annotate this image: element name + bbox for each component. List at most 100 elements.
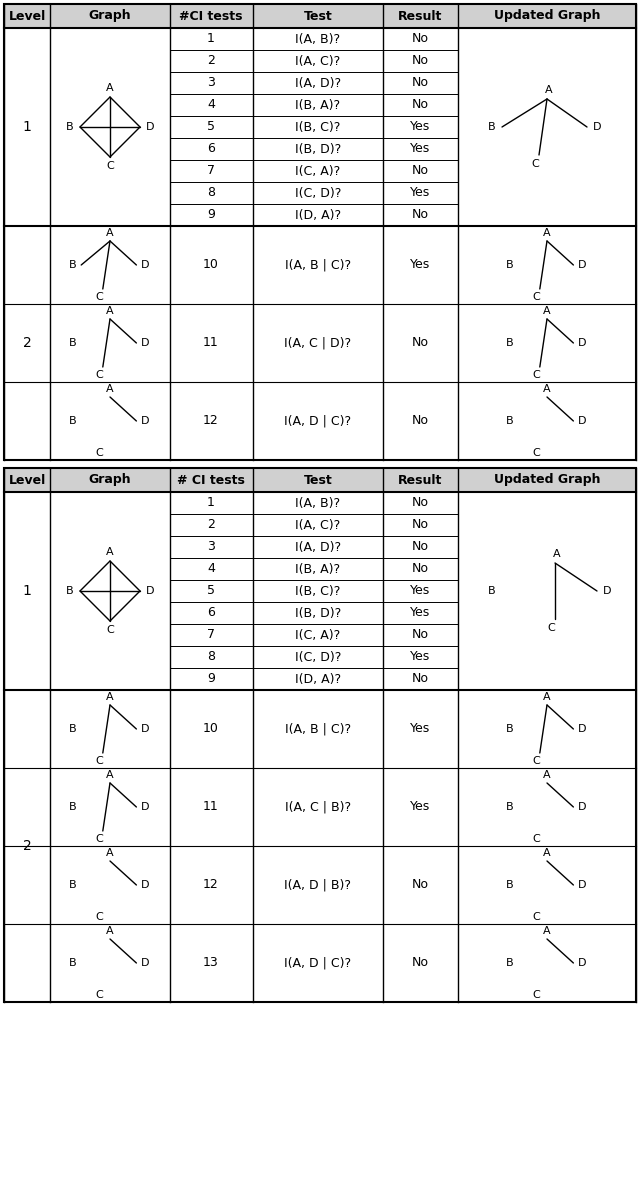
Text: A: A <box>106 228 114 238</box>
Text: 5: 5 <box>207 120 215 133</box>
Text: 3: 3 <box>207 541 215 554</box>
Text: I(A, D | C)?: I(A, D | C)? <box>284 956 351 969</box>
Text: 1: 1 <box>22 584 31 598</box>
Text: 4: 4 <box>207 99 215 112</box>
Text: A: A <box>106 692 114 702</box>
Text: I(A, B)?: I(A, B)? <box>296 32 340 45</box>
Text: 10: 10 <box>203 258 219 271</box>
Text: C: C <box>95 370 102 380</box>
Text: No: No <box>412 208 429 221</box>
Text: I(A, D)?: I(A, D)? <box>295 541 341 554</box>
Text: Test: Test <box>303 10 332 23</box>
Text: No: No <box>412 497 429 510</box>
Text: 7: 7 <box>207 164 215 177</box>
Bar <box>4 4 636 460</box>
Bar <box>4 4 636 29</box>
Text: I(B, D)?: I(B, D)? <box>295 606 341 619</box>
Text: Test: Test <box>303 473 332 486</box>
Text: # CI tests: # CI tests <box>177 473 245 486</box>
Text: 1: 1 <box>207 32 215 45</box>
Text: D: D <box>578 260 587 270</box>
Text: I(A, B)?: I(A, B)? <box>296 497 340 510</box>
Text: Yes: Yes <box>410 606 430 619</box>
Text: No: No <box>412 336 429 350</box>
Text: 11: 11 <box>203 336 219 350</box>
Text: D: D <box>146 586 154 596</box>
Text: B: B <box>506 724 513 734</box>
Text: I(A, B | C)?: I(A, B | C)? <box>285 258 351 271</box>
Text: B: B <box>506 416 513 426</box>
Text: C: C <box>106 161 114 171</box>
Text: 10: 10 <box>203 723 219 736</box>
Text: 5: 5 <box>207 585 215 598</box>
Text: No: No <box>412 76 429 89</box>
Text: C: C <box>532 292 540 302</box>
Text: D: D <box>578 880 587 891</box>
Text: A: A <box>543 770 551 780</box>
Text: D: D <box>141 338 150 348</box>
Text: B: B <box>68 338 76 348</box>
Text: 12: 12 <box>203 879 219 892</box>
Text: C: C <box>95 756 102 766</box>
Text: C: C <box>106 625 114 635</box>
Text: B: B <box>488 586 496 596</box>
Bar <box>4 468 636 492</box>
Text: Yes: Yes <box>410 187 430 200</box>
Text: D: D <box>141 724 150 734</box>
Text: B: B <box>68 880 76 891</box>
Text: D: D <box>141 803 150 812</box>
Text: C: C <box>95 912 102 921</box>
Text: D: D <box>578 724 587 734</box>
Text: C: C <box>532 756 540 766</box>
Text: B: B <box>68 958 76 968</box>
Text: I(D, A)?: I(D, A)? <box>295 208 341 221</box>
Text: A: A <box>543 384 551 394</box>
Text: C: C <box>532 990 540 1000</box>
Text: Yes: Yes <box>410 585 430 598</box>
Text: 6: 6 <box>207 143 215 156</box>
Text: 13: 13 <box>203 956 219 969</box>
Text: I(A, D | B)?: I(A, D | B)? <box>285 879 351 892</box>
Text: 3: 3 <box>207 76 215 89</box>
Text: No: No <box>412 541 429 554</box>
Text: C: C <box>531 159 539 169</box>
Text: 6: 6 <box>207 606 215 619</box>
Text: 8: 8 <box>207 650 215 663</box>
Text: B: B <box>68 416 76 426</box>
Text: A: A <box>543 228 551 238</box>
Text: A: A <box>106 770 114 780</box>
Text: D: D <box>593 122 601 132</box>
Text: I(C, D)?: I(C, D)? <box>295 187 341 200</box>
Text: I(A, B | C)?: I(A, B | C)? <box>285 723 351 736</box>
Text: D: D <box>146 122 154 132</box>
Text: I(B, C)?: I(B, C)? <box>295 585 340 598</box>
Text: I(A, C | D)?: I(A, C | D)? <box>284 336 351 350</box>
Text: 1: 1 <box>207 497 215 510</box>
Text: C: C <box>95 833 102 844</box>
Text: B: B <box>506 958 513 968</box>
Text: A: A <box>106 384 114 394</box>
Text: I(A, D | C)?: I(A, D | C)? <box>284 415 351 428</box>
Text: 9: 9 <box>207 673 215 686</box>
Text: 2: 2 <box>22 336 31 350</box>
Text: A: A <box>553 549 561 559</box>
Text: No: No <box>412 629 429 642</box>
Text: A: A <box>545 84 553 95</box>
Text: No: No <box>412 879 429 892</box>
Text: Yes: Yes <box>410 258 430 271</box>
Text: Level: Level <box>8 473 45 486</box>
Text: Yes: Yes <box>410 800 430 813</box>
Text: Graph: Graph <box>89 10 131 23</box>
Text: C: C <box>532 912 540 921</box>
Text: I(A, C | B)?: I(A, C | B)? <box>285 800 351 813</box>
Text: I(C, A)?: I(C, A)? <box>296 164 340 177</box>
Text: A: A <box>106 83 114 93</box>
Text: Level: Level <box>8 10 45 23</box>
Text: C: C <box>532 370 540 380</box>
Text: B: B <box>68 724 76 734</box>
Text: I(B, D)?: I(B, D)? <box>295 143 341 156</box>
Text: 1: 1 <box>22 120 31 134</box>
Text: 2: 2 <box>207 518 215 531</box>
Text: B: B <box>66 122 74 132</box>
Text: A: A <box>106 306 114 316</box>
